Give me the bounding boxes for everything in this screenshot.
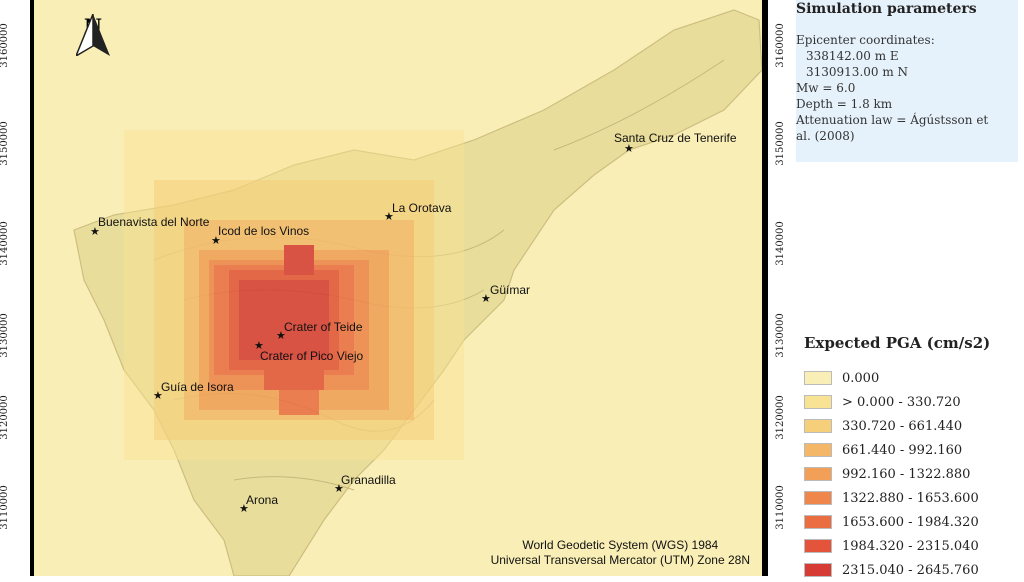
- place-marker: ★: [211, 235, 221, 247]
- epicenter-label: Epicenter coordinates:: [796, 33, 935, 47]
- legend-label: 1984.320 - 2315.040: [842, 538, 979, 554]
- place-label: La Orotava: [392, 201, 452, 215]
- legend-swatch: [804, 395, 832, 409]
- place-label: Arona: [246, 493, 279, 507]
- place-marker: ★: [334, 483, 344, 495]
- legend-item: 2315.040 - 2645.760: [804, 558, 1019, 582]
- y-axis-left: 3160000 3150000 3140000 3130000 3120000 …: [0, 0, 30, 576]
- legend-swatch: [804, 539, 832, 553]
- y-tick: 3110000: [0, 485, 10, 530]
- y-tick: 3140000: [774, 221, 786, 266]
- map-canvas: [73, 9, 762, 576]
- legend-swatch: [804, 443, 832, 457]
- place-marker: ★: [239, 503, 249, 515]
- place-marker: ★: [624, 143, 634, 155]
- legend-swatch: [804, 419, 832, 433]
- sim-title: Simulation parameters: [796, 1, 977, 17]
- place-label: Santa Cruz de Tenerife: [614, 131, 737, 145]
- legend-item: 1653.600 - 1984.320: [804, 510, 1019, 534]
- legend-item: 330.720 - 661.440: [804, 414, 1019, 438]
- place-label: Buenavista del Norte: [98, 215, 210, 229]
- legend-item: 661.440 - 992.160: [804, 438, 1019, 462]
- y-tick: 3160000: [0, 23, 10, 68]
- y-tick: 3110000: [774, 485, 786, 530]
- legend-item: 992.160 - 1322.880: [804, 462, 1019, 486]
- legend-swatch: [804, 467, 832, 481]
- place-marker: ★: [153, 390, 163, 402]
- y-axis-right: 3160000 3150000 3140000 3130000 3120000 …: [768, 0, 798, 576]
- depth: Depth = 1.8 km: [796, 97, 893, 111]
- legend-item: 0.000: [804, 366, 1019, 390]
- y-tick: 3120000: [774, 395, 786, 440]
- north-arrow: N: [76, 14, 110, 56]
- legend-label: 992.160 - 1322.880: [842, 466, 971, 482]
- pga-map[interactable]: N ★ Santa Cruz de Tenerife ★ La Orotava …: [34, 0, 762, 576]
- y-tick: 3160000: [774, 23, 786, 68]
- place-marker: ★: [276, 330, 286, 342]
- place-marker: ★: [90, 226, 100, 238]
- place-label: Guía de Isora: [161, 380, 234, 394]
- pga-heat-zone: [124, 130, 464, 460]
- y-tick: 3150000: [0, 121, 10, 166]
- place-label: Güímar: [490, 283, 531, 297]
- place-label: Granadilla: [341, 473, 396, 487]
- y-tick: 3130000: [0, 313, 10, 358]
- pga-legend: Expected PGA (cm/s2) 0.000 > 0.000 - 330.…: [804, 334, 1019, 582]
- place-marker: ★: [481, 293, 491, 305]
- map-border-right: [762, 0, 768, 576]
- map-border-left: [30, 0, 36, 576]
- legend-item: 1322.880 - 1653.600: [804, 486, 1019, 510]
- crs-note: World Geodetic System (WGS) 1984 Univers…: [491, 538, 750, 568]
- legend-label: 2315.040 - 2645.760: [842, 562, 979, 578]
- attenuation-law: Attenuation law = Ágústsson et: [796, 113, 989, 127]
- epicenter-northing: 3130913.00 m N: [806, 65, 909, 79]
- place-marker: ★: [384, 211, 394, 223]
- crs-line: Universal Transversal Mercator (UTM) Zon…: [490, 553, 750, 567]
- crs-line: World Geodetic System (WGS) 1984: [522, 538, 719, 552]
- place-label: Crater of Teide: [284, 320, 363, 334]
- legend-swatch: [804, 515, 832, 529]
- legend-label: 0.000: [842, 370, 880, 386]
- legend-label: 661.440 - 992.160: [842, 442, 963, 458]
- legend-label: 1653.600 - 1984.320: [842, 514, 979, 530]
- legend-title: Expected PGA (cm/s2): [804, 334, 991, 352]
- legend-label: > 0.000 - 330.720: [842, 394, 961, 410]
- y-tick: 3130000: [774, 313, 786, 358]
- north-arrow-icon: [76, 14, 110, 56]
- epicenter-easting: 338142.00 m E: [806, 49, 899, 63]
- legend-item: > 0.000 - 330.720: [804, 390, 1019, 414]
- place-label: Crater of Pico Viejo: [260, 349, 364, 363]
- legend-swatch: [804, 371, 832, 385]
- y-tick: 3120000: [0, 395, 10, 440]
- legend-item: 1984.320 - 2315.040: [804, 534, 1019, 558]
- attenuation-law-ref: al. (2008): [796, 129, 855, 143]
- legend-label: 330.720 - 661.440: [842, 418, 963, 434]
- place-label: Icod de los Vinos: [218, 224, 310, 238]
- place-marker: ★: [254, 340, 264, 352]
- y-tick: 3140000: [0, 221, 10, 266]
- magnitude: Mw = 6.0: [796, 81, 856, 95]
- legend-swatch: [804, 563, 832, 577]
- legend-swatch: [804, 491, 832, 505]
- y-tick: 3150000: [774, 121, 786, 166]
- simulation-parameters-panel: Simulation parameters Epicenter coordina…: [796, 0, 1018, 162]
- legend-label: 1322.880 - 1653.600: [842, 490, 979, 506]
